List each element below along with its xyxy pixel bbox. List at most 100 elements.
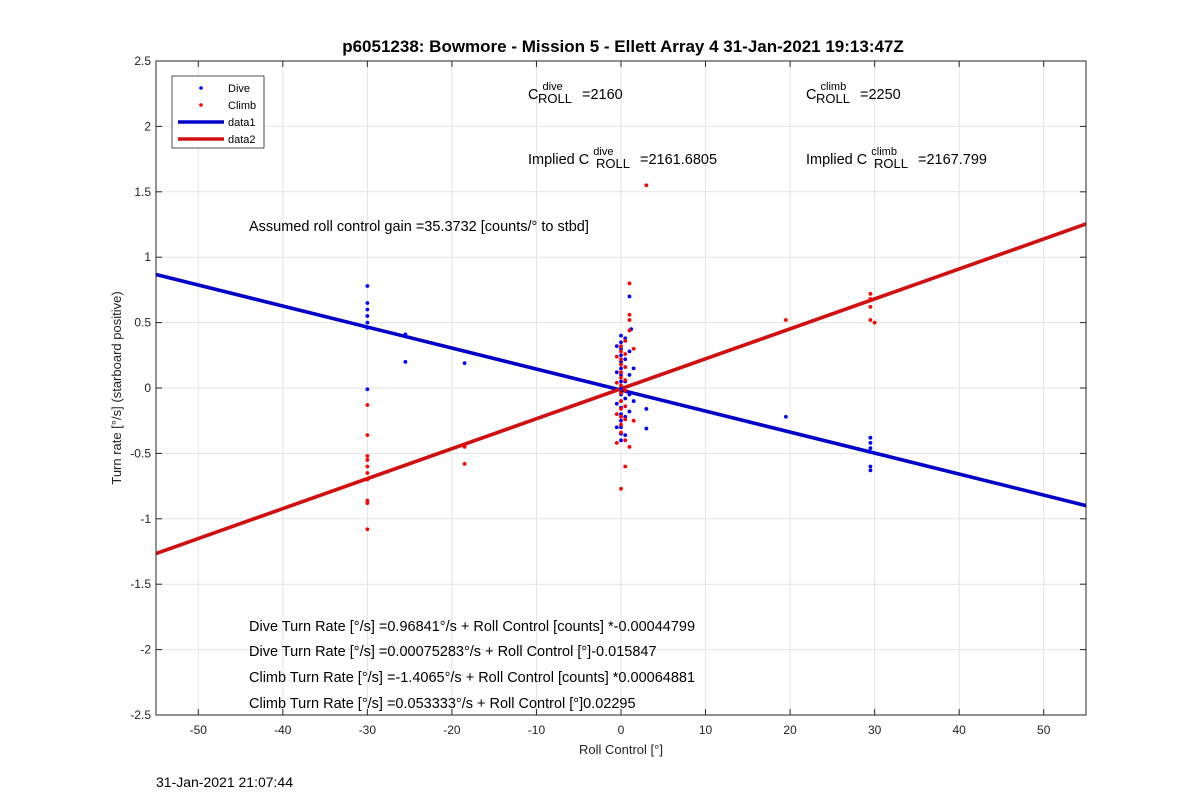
climb-point (623, 417, 628, 422)
climb-point (619, 422, 623, 427)
dive-point (644, 426, 649, 431)
dive-point (627, 349, 632, 354)
climb-point (627, 328, 632, 333)
y-tick-label: 0.5 (134, 316, 151, 330)
dive-point (619, 340, 623, 345)
implied-climb-prefix: Implied C (806, 152, 867, 168)
climb-point (462, 461, 467, 466)
legend-swatch-dive (199, 86, 203, 90)
x-tick-label: 30 (868, 723, 882, 737)
y-axis-label: Turn rate [°/s] (starboard positive) (109, 291, 124, 484)
x-tick-label: -30 (359, 723, 377, 737)
climb-point (365, 454, 370, 458)
implied-climb-sub: ROLL (874, 156, 908, 171)
dive-point (623, 396, 628, 401)
c-dive-sup: dive (543, 81, 563, 93)
c-climb-value: =2250 (860, 87, 901, 103)
dive-point (627, 373, 632, 377)
legend: Dive Climb data1 data2 (171, 75, 265, 149)
fit-line-3: Climb Turn Rate [°/s] =-1.4065°/s + Roll… (249, 670, 695, 686)
y-tick-label: -0.5 (130, 446, 151, 460)
climb-point (619, 357, 623, 362)
climb-point (619, 375, 623, 380)
climb-point (619, 430, 623, 435)
fit-line-1: Dive Turn Rate [°/s] =0.96841°/s + Roll … (249, 619, 695, 635)
y-tick-label: -1 (140, 512, 151, 526)
x-tick-label: 20 (783, 723, 797, 737)
dive-point (644, 407, 649, 411)
dive-point (623, 357, 628, 362)
climb-point (619, 344, 623, 349)
c-climb-sup: climb (821, 81, 847, 93)
climb-point (783, 318, 788, 322)
dive-point (868, 464, 873, 469)
y-tick-label: 1 (144, 250, 151, 264)
climb-point (619, 383, 623, 388)
dive-point (868, 446, 873, 451)
dive-point (619, 425, 623, 430)
climb-point (623, 365, 628, 369)
legend-label-data2: data2 (228, 134, 256, 146)
dive-point (619, 386, 623, 390)
dive-point (868, 435, 873, 440)
fit-line-4: Climb Turn Rate [°/s] =0.053333°/s + Rol… (249, 696, 636, 712)
climb-point (627, 318, 632, 322)
c-dive-base: C (528, 87, 538, 103)
dive-point (623, 433, 628, 437)
climb-point (614, 354, 619, 359)
climb-point (872, 320, 877, 325)
implied-climb-sup: climb (871, 146, 897, 158)
plot-area (155, 60, 1087, 716)
climb-point (627, 444, 632, 449)
climb-point (462, 444, 467, 449)
dive-point (619, 379, 623, 384)
dive-point (623, 336, 628, 341)
y-tick-label: 2.5 (134, 54, 151, 68)
implied-climb-value: =2167.799 (918, 152, 987, 168)
climb-point (614, 380, 619, 385)
dive-point (619, 359, 623, 364)
climb-point (619, 391, 623, 396)
x-tick-label: -50 (190, 723, 208, 737)
c-dive-annotation: C dive ROLL =2160 (528, 78, 623, 107)
dive-point (627, 392, 632, 397)
climb-point (614, 441, 619, 445)
x-tick-label: 10 (699, 723, 713, 737)
fit-line-2: Dive Turn Rate [°/s] =0.00075283°/s + Ro… (249, 644, 657, 660)
climb-point (619, 407, 623, 411)
series-layer (155, 183, 1087, 556)
climb-point (623, 464, 628, 469)
climb-point (868, 291, 873, 296)
implied-dive-value: =2161.6805 (640, 152, 717, 168)
x-tick-label: 0 (618, 723, 625, 737)
dive-point (462, 361, 467, 366)
dive-point (403, 332, 408, 337)
climb-point (631, 346, 636, 351)
x-tick-label: 40 (953, 723, 967, 737)
climb-point (619, 370, 623, 375)
dive-point (619, 366, 623, 371)
dive-point (614, 344, 619, 349)
climb-point (644, 183, 649, 188)
climb-point (619, 414, 623, 419)
dive-point (868, 441, 873, 445)
climb-point (868, 305, 873, 309)
dive-point (627, 409, 632, 414)
grid (156, 61, 1086, 715)
climb-point (365, 498, 370, 503)
legend-box (171, 75, 265, 149)
dive-point (619, 333, 623, 338)
implied-climb-annotation: Implied C climb ROLL =2167.799 (806, 143, 987, 172)
x-axis-label: Roll Control [°] (579, 742, 663, 757)
dive-point (619, 412, 623, 417)
climb-point (627, 281, 632, 286)
climb-point (619, 349, 623, 354)
x-tick-label: -20 (443, 723, 461, 737)
dive-point (403, 359, 408, 364)
dive-point (365, 325, 370, 330)
c-climb-sub: ROLL (816, 91, 850, 106)
climb-point (623, 378, 628, 383)
dive-point (619, 418, 623, 423)
climb-point (614, 412, 619, 417)
y-tick-label: 1.5 (134, 185, 151, 199)
